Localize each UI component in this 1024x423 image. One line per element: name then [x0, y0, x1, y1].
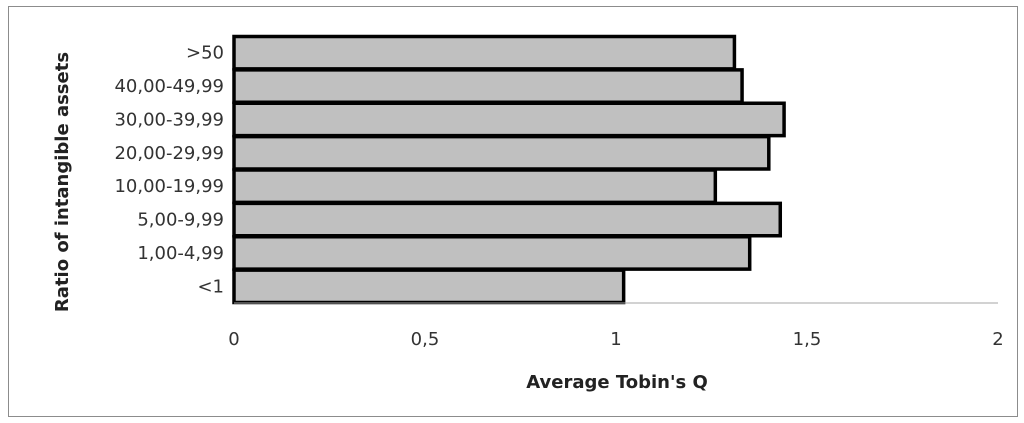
- x-tick-label: 0,5: [411, 329, 440, 350]
- y-tick-label: 40,00-49,99: [114, 76, 224, 97]
- bars-group: [232, 34, 786, 305]
- bar-0: [232, 268, 626, 305]
- x-tick-label: 1,5: [793, 329, 822, 350]
- y-tick-label: >50: [186, 43, 224, 64]
- y-tick-label: 1,00-4,99: [137, 243, 224, 264]
- bar-4: [232, 134, 771, 171]
- y-tick-label: 5,00-9,99: [137, 210, 224, 231]
- y-tick-label: 10,00-19,99: [114, 176, 224, 197]
- bar-3: [232, 168, 718, 205]
- x-tick-labels: 0 0,5 1 1,5 2: [228, 329, 1003, 350]
- bar-6: [232, 68, 744, 104]
- y-tick-label: <1: [197, 276, 224, 297]
- x-tick-label: 1: [610, 329, 621, 350]
- bar-1: [232, 235, 752, 271]
- bar-5: [232, 101, 786, 138]
- y-tick-labels: <1 1,00-4,99 5,00-9,99 10,00-19,99 20,00-29,…: [114, 43, 224, 298]
- x-tick-label: 2: [992, 329, 1003, 350]
- bar-2: [232, 201, 783, 238]
- x-tick-label: 0: [228, 329, 239, 350]
- y-axis-title: Ratio of intangible assets: [52, 52, 73, 312]
- y-tick-label: 20,00-29,99: [114, 143, 224, 164]
- x-axis-title: Average Tobin's Q: [526, 372, 708, 393]
- y-tick-label: 30,00-39,99: [114, 109, 224, 130]
- bar-7: [232, 34, 737, 71]
